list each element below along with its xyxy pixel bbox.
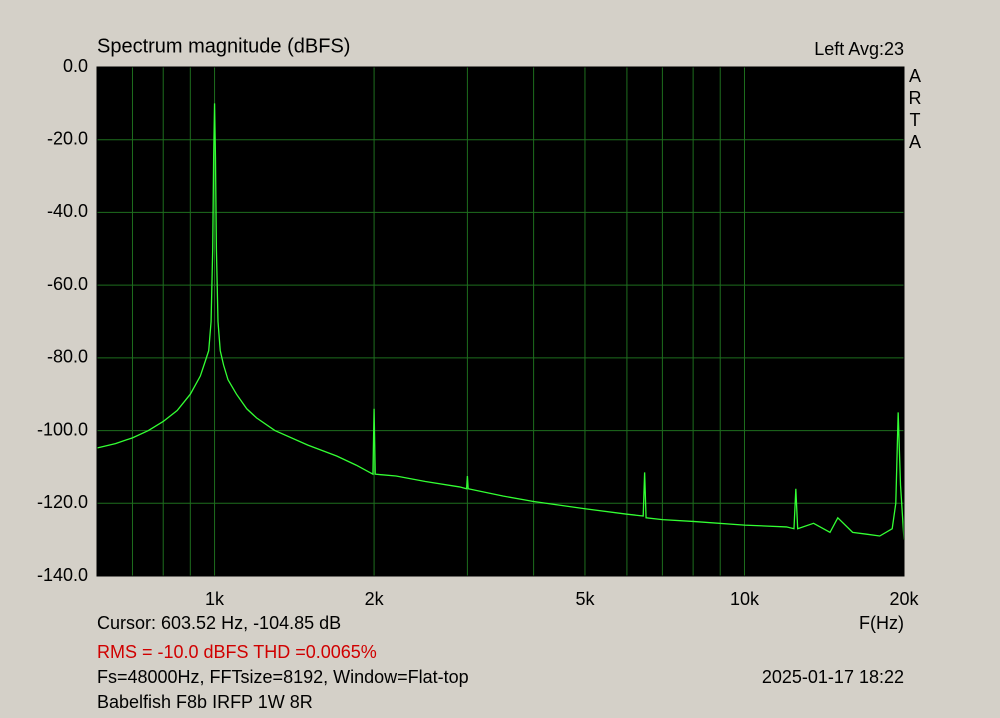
y-tick-label: -20.0 [47, 128, 88, 148]
y-tick-label: -80.0 [47, 347, 88, 367]
cursor-text: Cursor: 603.52 Hz, -104.85 dB [97, 613, 341, 633]
y-tick-label: -100.0 [37, 419, 88, 439]
device-text: Babelfish F8b IRFP 1W 8R [97, 692, 313, 712]
settings-text: Fs=48000Hz, FFTsize=8192, Window=Flat-to… [97, 667, 469, 687]
y-tick-label: -120.0 [37, 492, 88, 512]
side-letter: R [909, 88, 922, 108]
plot-border [96, 66, 905, 577]
side-letter: A [909, 132, 921, 152]
x-tick-label: 10k [730, 589, 760, 609]
rms-text: RMS = -10.0 dBFS THD =0.0065% [97, 642, 377, 662]
y-tick-label: -140.0 [37, 565, 88, 585]
x-tick-label: 5k [575, 589, 595, 609]
side-letter: T [910, 110, 921, 130]
x-tick-label: 2k [365, 589, 385, 609]
plot-area [97, 67, 904, 576]
y-tick-label: 0.0 [63, 56, 88, 76]
y-tick-label: -40.0 [47, 201, 88, 221]
x-tick-label: 20k [889, 589, 919, 609]
spectrum-line [96, 103, 905, 540]
chart-title: Spectrum magnitude (dBFS) [97, 35, 350, 57]
side-letter: A [909, 66, 921, 86]
timestamp: 2025-01-17 18:22 [762, 667, 904, 687]
x-tick-label: 1k [205, 589, 225, 609]
x-axis-label: F(Hz) [859, 613, 904, 633]
y-tick-label: -60.0 [47, 274, 88, 294]
channel-label: Left Avg:23 [814, 39, 904, 59]
